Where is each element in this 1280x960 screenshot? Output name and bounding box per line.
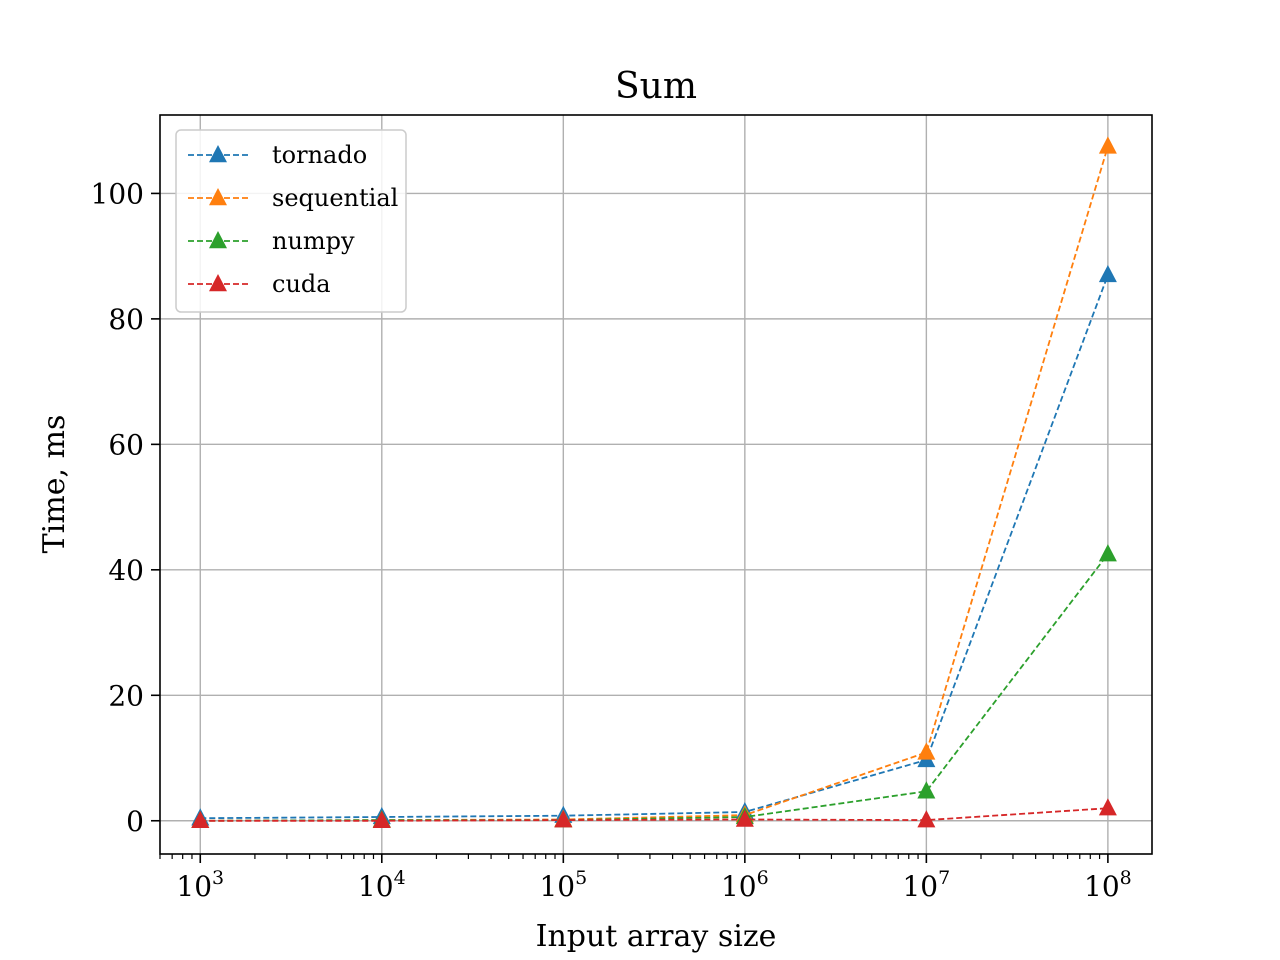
legend-label: sequential (272, 184, 398, 212)
data-point-marker (1098, 136, 1117, 154)
series-line (200, 274, 1109, 820)
x-tick-base: 10 (721, 870, 757, 903)
data-point-marker (735, 809, 754, 827)
data-point-marker (372, 810, 391, 828)
x-tick-exponent: 3 (212, 867, 224, 889)
data-point-marker (191, 810, 210, 828)
x-tick-label: 108 (1084, 867, 1132, 903)
legend-marker (209, 188, 227, 206)
series-line (200, 146, 1109, 822)
data-point-marker (917, 781, 936, 799)
legend-label: cuda (272, 270, 331, 298)
x-tick-label: 104 (358, 867, 406, 903)
x-tick-base: 10 (176, 870, 212, 903)
x-tick-base: 10 (1084, 870, 1120, 903)
x-tick-label: 105 (539, 867, 587, 903)
x-tick-exponent: 5 (575, 867, 587, 889)
series-line (200, 807, 1108, 822)
series-tornado (191, 264, 1117, 826)
y-tick-label: 100 (91, 177, 144, 210)
legend-label: numpy (272, 227, 355, 255)
x-tick-label: 106 (721, 867, 769, 903)
x-tick-exponent: 6 (757, 867, 769, 889)
x-tick-exponent: 8 (1120, 867, 1132, 889)
legend-marker (209, 231, 227, 249)
legend-entry: sequential (188, 184, 398, 212)
legend: tornado sequential numpy cuda (175, 129, 407, 313)
x-tick-label: 107 (902, 867, 950, 903)
legend-entry: cuda (188, 270, 331, 298)
data-point-marker (917, 742, 936, 760)
legend-entry: tornado (188, 141, 367, 169)
x-tick-exponent: 7 (938, 867, 950, 889)
plot-frame (159, 114, 1153, 855)
legend-box (175, 129, 407, 313)
plot-series (191, 136, 1117, 828)
legend-entry: numpy (188, 227, 355, 255)
series-numpy (191, 544, 1117, 828)
legend-label: tornado (272, 141, 367, 169)
x-axis-label: Input array size (536, 919, 777, 954)
legend-marker (209, 274, 227, 292)
chart-title: Sum (615, 66, 697, 107)
x-tick-exponent: 4 (394, 867, 406, 889)
data-point-marker (1098, 544, 1117, 562)
y-tick-label: 80 (108, 303, 144, 336)
x-tick-label: 103 (176, 867, 224, 903)
series-line (200, 553, 1109, 822)
data-point-marker (917, 810, 936, 828)
data-point-marker (554, 810, 573, 828)
data-point-marker (1098, 798, 1117, 816)
x-tick-base: 10 (539, 870, 575, 903)
y-tick-label: 60 (108, 428, 144, 461)
x-tick-base: 10 (902, 870, 938, 903)
y-tick-label: 20 (108, 679, 144, 712)
data-point-marker (1098, 264, 1117, 283)
y-tick-label: 40 (108, 554, 144, 587)
y-axis-label: Time, ms (37, 415, 72, 554)
y-tick-label: 0 (126, 805, 144, 838)
series-cuda (191, 798, 1117, 828)
legend-marker (209, 145, 227, 163)
x-tick-base: 10 (358, 870, 394, 903)
